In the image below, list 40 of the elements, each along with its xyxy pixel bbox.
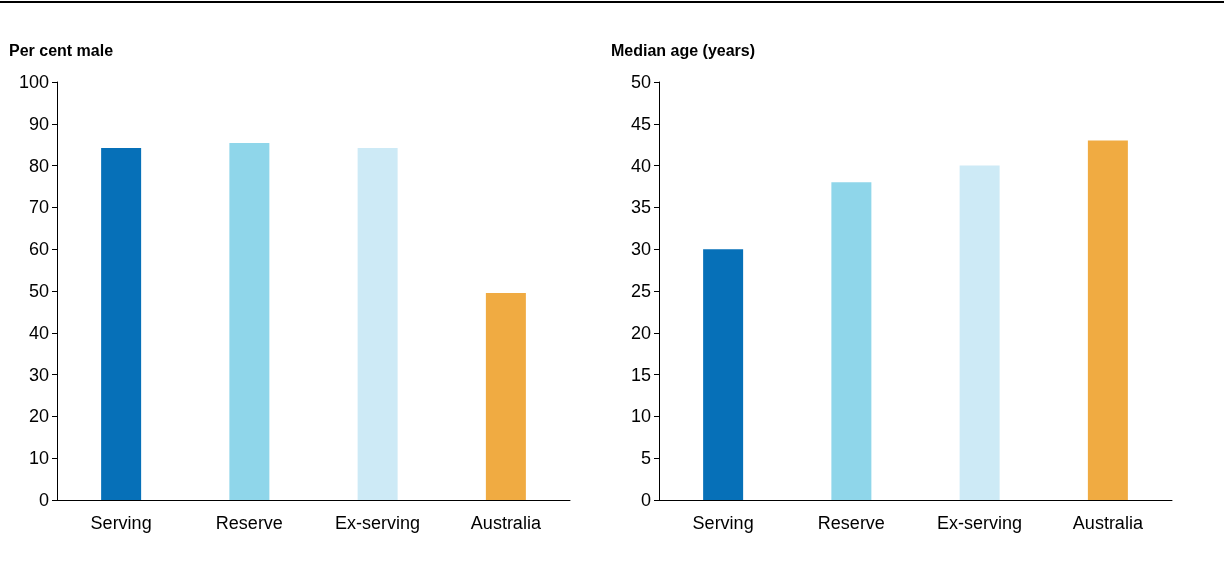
y-tick-label: 30	[630, 239, 651, 260]
x-tick-label: Serving	[90, 513, 152, 533]
x-tick-label: Ex-serving	[335, 513, 421, 533]
y-tick-label: 20	[28, 406, 49, 427]
bar	[1087, 140, 1128, 500]
x-tick-label: Ex-serving	[937, 513, 1023, 533]
x-tick-label: Reserve	[215, 513, 283, 533]
y-tick-label: 50	[28, 281, 49, 301]
y-axis-title: Per cent male	[9, 41, 114, 59]
y-tick-label: 0	[38, 490, 49, 510]
x-tick-label: Australia	[1072, 513, 1144, 533]
y-tick-label: 40	[28, 322, 49, 343]
y-tick-label: 40	[630, 155, 651, 176]
y-tick-label: 90	[28, 113, 49, 134]
bar	[485, 293, 526, 500]
x-tick-label: Serving	[692, 513, 754, 533]
y-tick-label: 30	[28, 364, 49, 385]
bar	[703, 249, 744, 500]
bar	[357, 148, 398, 500]
y-tick-label: 10	[630, 406, 651, 427]
y-tick-label: 20	[630, 322, 651, 343]
bar	[101, 148, 142, 500]
bar	[229, 143, 270, 500]
y-tick-label: 50	[630, 72, 651, 92]
bar	[959, 165, 1000, 500]
y-tick-label: 100	[18, 72, 49, 92]
y-tick-label: 10	[28, 448, 49, 469]
y-tick-label: 25	[630, 281, 651, 301]
y-tick-label: 5	[640, 448, 651, 469]
x-tick-label: Australia	[470, 513, 542, 533]
y-tick-label: 35	[630, 197, 651, 218]
x-tick-label: Reserve	[817, 513, 885, 533]
bar	[831, 182, 872, 500]
y-tick-label: 45	[630, 113, 651, 134]
y-axis-title: Median age (years)	[611, 41, 756, 59]
y-tick-label: 80	[28, 155, 49, 176]
y-tick-label: 60	[28, 239, 49, 260]
y-tick-label: 0	[640, 490, 651, 510]
y-tick-label: 15	[630, 364, 651, 385]
y-tick-label: 70	[28, 197, 49, 218]
